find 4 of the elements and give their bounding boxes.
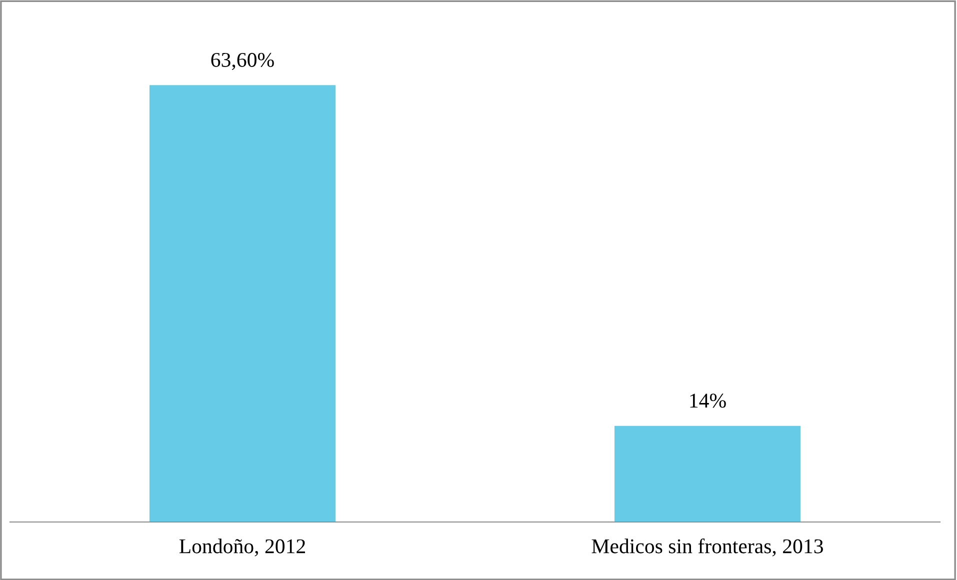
data-label: 14%	[690, 394, 726, 408]
x-tick-label: Medicos sin fronteras, 2013	[592, 538, 823, 556]
data-label: 63,60%	[211, 52, 274, 70]
x-tick-label: Londoño, 2012	[179, 538, 306, 556]
